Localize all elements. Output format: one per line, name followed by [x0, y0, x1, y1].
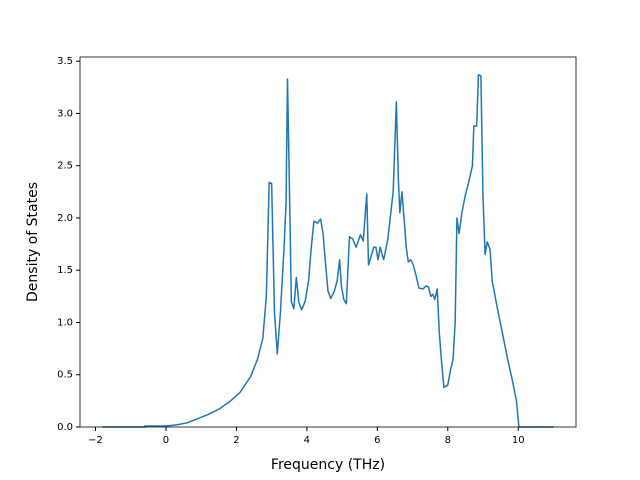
x-tick-label: 8 [445, 435, 451, 446]
x-tick-label: −2 [88, 435, 103, 446]
y-tick-label: 3.0 [57, 108, 73, 119]
x-tick-label: 10 [512, 435, 525, 446]
y-tick-label: 0.0 [57, 422, 73, 433]
x-tick-label: 0 [163, 435, 169, 446]
x-tick-label: 4 [304, 435, 310, 446]
y-axis-label: Density of States [25, 182, 41, 302]
x-tick-label: 2 [233, 435, 239, 446]
axes-frame [79, 56, 577, 428]
y-tick-label: 2.5 [57, 161, 73, 172]
y-tick-label: 3.5 [57, 56, 73, 67]
x-axis-label: Frequency (THz) [271, 457, 385, 473]
y-tick-label: 2.0 [57, 213, 73, 224]
y-tick-label: 1.0 [57, 317, 73, 328]
y-tick-label: 0.5 [57, 370, 73, 381]
dos-line [102, 74, 554, 428]
y-tick-label: 1.5 [57, 265, 73, 276]
x-tick-label: 6 [374, 435, 380, 446]
